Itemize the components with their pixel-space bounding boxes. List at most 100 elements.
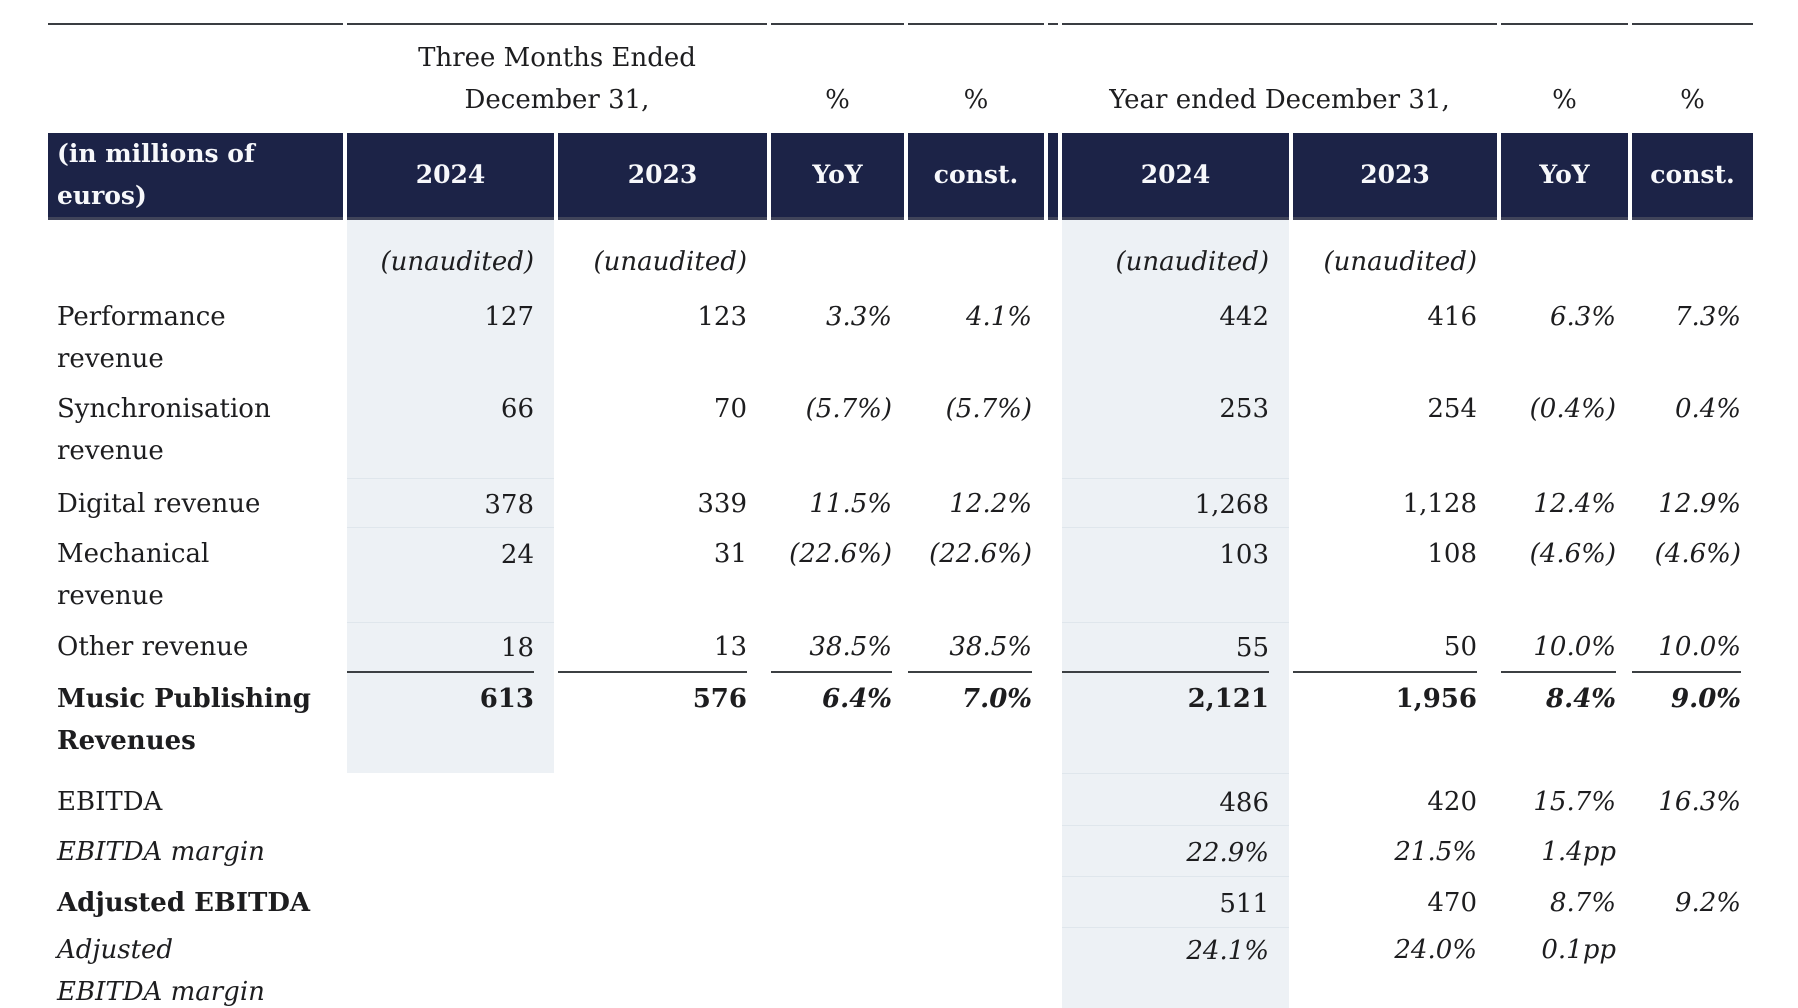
unaudited-y2024: (unaudited): [1062, 220, 1289, 295]
spacer: [1048, 295, 1058, 381]
col-y-2023: 2023: [1293, 133, 1497, 220]
column-header-row: (in millions of euros) 2024 2023 YoY con…: [48, 133, 1753, 220]
ebitda-margin-q2023: [558, 825, 767, 876]
music-publishing-q2023: 576: [692, 684, 747, 714]
pct-header-y-const: %: [1632, 23, 1753, 133]
adjusted-ebitda-yconst: 9.2%: [1674, 888, 1741, 918]
mechanical-yconst: (4.6%): [1654, 539, 1741, 569]
year-ended-header: Year ended December 31,: [1062, 23, 1497, 133]
unaudited-q2024: (unaudited): [347, 220, 554, 295]
subtotal-rule: [1632, 671, 1741, 673]
performance-y2024: 442: [1062, 295, 1289, 381]
adjusted-ebitda-yyoy: 8.7%: [1549, 888, 1616, 918]
label-line2: Revenues: [57, 726, 196, 756]
adjusted-ebitda-margin-yconst: [1632, 927, 1753, 1008]
period-header-row: Three Months Ended December 31, % % Year…: [48, 23, 1753, 133]
digital-q2024: 378: [347, 478, 554, 527]
three-months-line2: December 31,: [464, 85, 650, 115]
col-y-const: const.: [1632, 133, 1753, 220]
row-adjusted-ebitda-margin: Adjusted EBITDA margin 24.1% 24.0% 0.1pp: [48, 927, 1753, 1008]
spacer-top: [1048, 23, 1058, 133]
synchronisation-y2024: 253: [1062, 381, 1289, 478]
row-performance-revenue: Performance revenue 127 123 3.3% 4.1% 44…: [48, 295, 1753, 381]
ebitda-margin-yyoy: 1.4pp: [1541, 837, 1616, 867]
subtotal-rule: [771, 671, 892, 673]
col-q-2024: 2024: [347, 133, 554, 220]
other-yconst: 10.0%: [1632, 622, 1753, 673]
mechanical-y2024: 103: [1062, 527, 1289, 622]
spacer-navy: [1048, 133, 1058, 220]
ebitda-margin-label: EBITDA margin: [57, 837, 265, 867]
ebitda-margin-qyoy: [771, 825, 904, 876]
ebitda-margin-q2024: [347, 825, 554, 876]
col-y-yoy: YoY: [1501, 133, 1628, 220]
label-line1: Music Publishing: [57, 684, 311, 714]
other-q2023: 13: [558, 622, 767, 673]
mechanical-q2024: 24: [347, 527, 554, 622]
spacer: [1048, 622, 1058, 673]
performance-y2023: 416: [1427, 302, 1477, 332]
adjusted-ebitda-qyoy: [771, 876, 904, 927]
three-months-header: Three Months Ended December 31,: [347, 23, 767, 133]
subtotal-rule: [347, 671, 534, 673]
ebitda-label: EBITDA: [57, 787, 163, 817]
music-publishing-label: Music Publishing Revenues: [48, 673, 343, 773]
ebitda-y2024: 486: [1062, 773, 1289, 825]
label-line1: Adjusted: [57, 935, 174, 965]
digital-yconst: 12.9%: [1658, 489, 1741, 519]
row-ebitda: EBITDA 486 420 15.7% 16.3%: [48, 773, 1753, 825]
spacer: [1048, 927, 1058, 1008]
col-q-2023: 2023: [558, 133, 767, 220]
unaudited-q2023: (unaudited): [593, 247, 747, 277]
spacer: [1048, 527, 1058, 622]
unaudited-qyoy: [771, 220, 904, 295]
performance-qconst: 4.1%: [965, 302, 1032, 332]
performance-qyoy: 3.3%: [825, 302, 892, 332]
unaudited-qconst: [908, 220, 1044, 295]
label-line1: Performance: [57, 302, 226, 332]
row-synchronisation-revenue: Synchronisation revenue 66 70 (5.7%) (5.…: [48, 381, 1753, 478]
digital-qconst: 12.2%: [949, 489, 1032, 519]
mechanical-yyoy: (4.6%): [1529, 539, 1616, 569]
music-publishing-qconst: 7.0%: [962, 684, 1032, 714]
row-digital-revenue: Digital revenue 378 339 11.5% 12.2% 1,26…: [48, 478, 1753, 527]
other-label: Other revenue: [57, 632, 249, 662]
other-y2023: 50: [1293, 622, 1497, 673]
mechanical-qyoy: (22.6%): [789, 539, 892, 569]
music-publishing-qyoy: 6.4%: [822, 684, 892, 714]
label-line1: Mechanical: [57, 539, 210, 569]
label-line2: revenue: [57, 436, 164, 466]
adjusted-ebitda-label: Adjusted EBITDA: [57, 888, 311, 918]
other-y2024: 55: [1062, 622, 1289, 673]
spacer: [1048, 673, 1058, 773]
performance-label: Performance revenue: [48, 295, 343, 381]
adjusted-ebitda-margin-y2023: 24.0%: [1394, 935, 1477, 965]
mechanical-y2023: 108: [1427, 539, 1477, 569]
synchronisation-qconst: (5.7%): [945, 394, 1032, 424]
music-publishing-yconst: 9.0%: [1671, 684, 1741, 714]
row-music-publishing-revenues: Music Publishing Revenues 613 576 6.4% 7…: [48, 673, 1753, 773]
adjusted-ebitda-q2024: [347, 876, 554, 927]
ebitda-q2023: [558, 773, 767, 825]
mechanical-label: Mechanical revenue: [48, 527, 343, 622]
performance-yconst: 7.3%: [1674, 302, 1741, 332]
spacer: [1048, 478, 1058, 527]
subtotal-rule: [1293, 671, 1477, 673]
digital-q2023: 339: [697, 489, 747, 519]
other-q2024: 18: [347, 622, 554, 673]
pct-header-q-yoy: %: [771, 23, 904, 133]
label-line2: EBITDA margin: [57, 977, 265, 1007]
top-rule-label-cell: [48, 23, 343, 133]
synchronisation-y2023: 254: [1427, 394, 1477, 424]
label-line2: revenue: [57, 581, 164, 611]
music-publishing-y2024: 2,121: [1062, 673, 1289, 773]
subtotal-rule: [1062, 671, 1269, 673]
unaudited-y2023: (unaudited): [1323, 247, 1477, 277]
other-qyoy: 38.5%: [771, 622, 904, 673]
label-line1: Synchronisation: [57, 394, 271, 424]
unaudited-label: [48, 220, 343, 295]
ebitda-q2024: [347, 773, 554, 825]
row-unaudited: (unaudited) (unaudited) (unaudited) (una…: [48, 220, 1753, 295]
row-adjusted-ebitda: Adjusted EBITDA 511 470 8.7% 9.2%: [48, 876, 1753, 927]
